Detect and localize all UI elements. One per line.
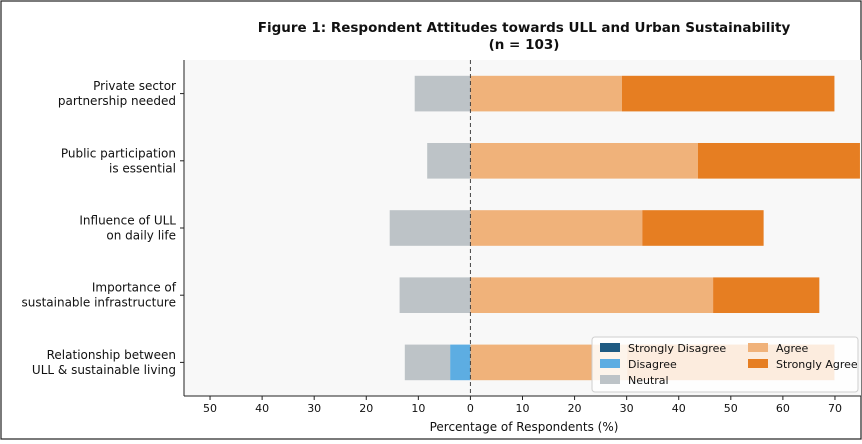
bar-3-series-4 <box>713 277 820 314</box>
legend: Strongly Disagree Disagree Neutral Agree Str… <box>591 336 859 393</box>
x-tick-label-11: 60 <box>776 402 790 415</box>
y-tick-label-1-1: is essential <box>109 161 176 175</box>
x-tick-label-9: 40 <box>672 402 686 415</box>
x-tick-label-8: 30 <box>620 402 634 415</box>
x-tick-label-1: 40 <box>255 402 269 415</box>
x-ticks-group: 50 40 30 20 10 0 10 20 30 40 50 60 70 <box>203 396 842 415</box>
chart-title: Figure 1: Respondent Attitudes towards U… <box>258 20 791 36</box>
x-tick-label-5: 0 <box>467 402 474 415</box>
bar-1-series-4 <box>697 142 860 179</box>
y-tick-label-0-1: partnership needed <box>58 94 176 108</box>
y-tick-label-1-0: Public participation <box>61 146 176 160</box>
x-tick-label-3: 20 <box>359 402 373 415</box>
x-tick-label-12: 70 <box>828 402 842 415</box>
bar-3-series-2 <box>399 277 471 314</box>
legend-label-0: Strongly Disagree <box>628 342 726 355</box>
x-tick-label-6: 10 <box>516 402 530 415</box>
legend-label-2: Neutral <box>628 374 669 387</box>
chart-subtitle: (n = 103) <box>489 37 560 53</box>
y-tick-label-4-0: Relationship between <box>47 348 176 362</box>
legend-swatch-4 <box>748 359 768 368</box>
legend-box <box>591 336 859 393</box>
legend-label-1: Disagree <box>628 358 677 371</box>
bar-2-series-3 <box>470 210 643 246</box>
bar-2-series-2 <box>389 210 471 246</box>
bar-0-series-4 <box>621 75 835 112</box>
y-tick-label-2-0: Influence of ULL <box>79 214 176 228</box>
bar-2-series-4 <box>642 210 764 246</box>
bar-1-series-2 <box>427 142 471 179</box>
legend-swatch-2 <box>600 375 620 384</box>
legend-label-4: Strongly Agree <box>776 358 858 371</box>
x-axis-label: Percentage of Respondents (%) <box>430 420 619 434</box>
x-tick-label-10: 50 <box>724 402 738 415</box>
x-tick-label-7: 20 <box>568 402 582 415</box>
legend-swatch-3 <box>748 343 768 352</box>
legend-label-3: Agree <box>776 342 809 355</box>
x-tick-label-2: 30 <box>307 402 321 415</box>
legend-swatch-0 <box>600 343 620 352</box>
y-tick-label-0-0: Private sector <box>93 79 176 93</box>
bar-0-series-3 <box>470 75 622 112</box>
x-tick-label-0: 50 <box>203 402 217 415</box>
legend-swatch-1 <box>600 359 620 368</box>
bar-4-series-1 <box>450 344 471 381</box>
bar-1-series-3 <box>470 142 698 179</box>
y-tick-label-3-1: sustainable infrastructure <box>21 296 176 310</box>
y-tick-label-2-1: on daily life <box>106 229 176 243</box>
bar-4-series-2 <box>404 344 451 381</box>
y-tick-label-3-0: Importance of <box>92 281 177 295</box>
bar-3-series-3 <box>470 277 714 314</box>
bar-0-series-2 <box>414 75 471 112</box>
x-tick-label-4: 10 <box>411 402 425 415</box>
y-tick-label-4-1: ULL & sustainable living <box>32 363 176 377</box>
